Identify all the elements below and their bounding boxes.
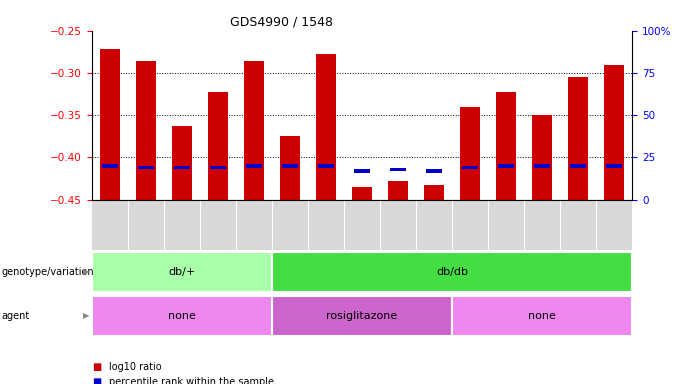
Text: db/+: db/+ (168, 266, 196, 277)
Bar (136, 61, 156, 200)
Bar (208, 93, 228, 200)
Bar (174, 166, 190, 169)
Bar (246, 164, 262, 167)
Text: rosiglitazone: rosiglitazone (326, 311, 398, 321)
Text: genotype/variation: genotype/variation (1, 266, 94, 277)
Text: ▶: ▶ (83, 311, 90, 320)
Text: ■: ■ (92, 377, 101, 384)
Bar (352, 187, 372, 200)
Bar (92, 252, 272, 291)
Bar (92, 296, 272, 336)
Text: ■: ■ (92, 362, 101, 372)
Bar (138, 166, 154, 169)
Bar (100, 49, 120, 200)
Text: log10 ratio: log10 ratio (109, 362, 161, 372)
Bar (496, 93, 516, 200)
Bar (272, 296, 452, 336)
Bar (568, 77, 588, 200)
Bar (532, 115, 552, 200)
Bar (605, 65, 624, 200)
Bar (424, 185, 444, 200)
Text: ▶: ▶ (83, 267, 90, 276)
Bar (426, 169, 442, 173)
Bar (280, 136, 300, 200)
Bar (354, 169, 370, 173)
Bar (318, 164, 334, 167)
Bar (607, 164, 622, 167)
Bar (462, 166, 478, 169)
Text: agent: agent (1, 311, 30, 321)
Text: none: none (168, 311, 196, 321)
Bar (244, 61, 264, 200)
Bar (316, 55, 336, 200)
Bar (210, 166, 226, 169)
Bar (172, 126, 192, 200)
Bar (102, 164, 118, 167)
Text: none: none (528, 311, 556, 321)
Bar (282, 164, 298, 167)
Title: GDS4990 / 1548: GDS4990 / 1548 (230, 15, 333, 28)
Bar (388, 181, 408, 200)
Bar (272, 252, 632, 291)
Text: percentile rank within the sample: percentile rank within the sample (109, 377, 274, 384)
Bar (498, 164, 514, 167)
Bar (571, 164, 586, 167)
Bar (534, 164, 550, 167)
Bar (390, 167, 406, 171)
Text: db/db: db/db (436, 266, 469, 277)
Bar (452, 296, 632, 336)
Bar (460, 107, 480, 200)
